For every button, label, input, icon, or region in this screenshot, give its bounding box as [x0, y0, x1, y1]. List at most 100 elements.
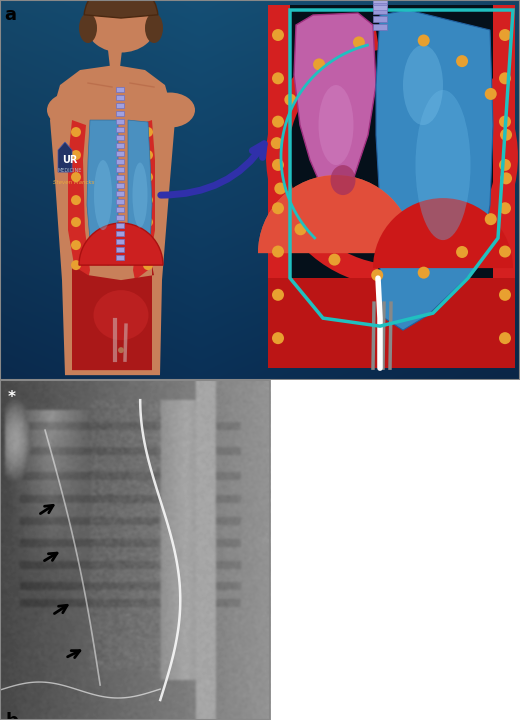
Bar — [116, 143, 124, 148]
Circle shape — [313, 58, 325, 71]
Bar — [373, 0, 387, 6]
Polygon shape — [294, 13, 376, 200]
Circle shape — [500, 129, 512, 141]
Ellipse shape — [318, 85, 354, 165]
Circle shape — [71, 217, 81, 227]
Polygon shape — [72, 265, 154, 370]
Polygon shape — [266, 28, 379, 285]
Bar — [116, 255, 124, 260]
Circle shape — [499, 289, 511, 301]
Bar — [116, 247, 124, 252]
Circle shape — [500, 172, 512, 184]
Bar — [373, 8, 387, 14]
Circle shape — [272, 72, 284, 84]
Circle shape — [71, 172, 81, 182]
Bar — [373, 5, 387, 10]
Bar — [116, 167, 124, 172]
Bar — [116, 215, 124, 220]
Circle shape — [485, 213, 497, 225]
FancyArrowPatch shape — [161, 144, 264, 195]
Ellipse shape — [79, 13, 97, 43]
Bar — [268, 278, 515, 368]
Circle shape — [143, 172, 153, 182]
Wedge shape — [258, 175, 414, 253]
Circle shape — [456, 246, 468, 258]
Ellipse shape — [145, 93, 195, 127]
Circle shape — [499, 116, 511, 127]
Circle shape — [143, 127, 153, 137]
Bar — [116, 207, 124, 212]
Bar — [373, 24, 387, 30]
Ellipse shape — [86, 0, 156, 53]
Wedge shape — [84, 0, 158, 18]
Circle shape — [71, 195, 81, 205]
Circle shape — [499, 202, 511, 215]
Wedge shape — [373, 198, 513, 268]
Circle shape — [272, 246, 284, 258]
Ellipse shape — [145, 13, 163, 43]
Text: MEDICINE: MEDICINE — [58, 168, 82, 173]
Circle shape — [143, 240, 153, 250]
Polygon shape — [376, 10, 493, 330]
Bar — [116, 95, 124, 100]
Circle shape — [71, 127, 81, 137]
Circle shape — [275, 182, 287, 194]
Circle shape — [499, 246, 511, 258]
Ellipse shape — [415, 90, 471, 240]
Circle shape — [353, 37, 365, 48]
Polygon shape — [87, 120, 118, 265]
Bar — [116, 135, 124, 140]
Bar — [116, 103, 124, 108]
Polygon shape — [50, 65, 175, 375]
Text: Steven Mancks: Steven Mancks — [53, 179, 95, 184]
Text: UR: UR — [62, 155, 77, 165]
Polygon shape — [108, 40, 130, 85]
Circle shape — [272, 289, 284, 301]
Circle shape — [329, 253, 341, 266]
Circle shape — [272, 202, 284, 215]
Circle shape — [71, 150, 81, 160]
Circle shape — [272, 332, 284, 344]
Bar — [116, 223, 124, 228]
Circle shape — [456, 55, 468, 67]
Polygon shape — [268, 5, 290, 368]
Bar — [268, 5, 515, 368]
Circle shape — [499, 159, 511, 171]
Ellipse shape — [94, 290, 149, 340]
Bar — [116, 199, 124, 204]
Polygon shape — [493, 5, 515, 368]
Ellipse shape — [331, 165, 356, 195]
Text: *: * — [8, 390, 16, 405]
Ellipse shape — [133, 163, 148, 228]
Circle shape — [271, 137, 283, 149]
Circle shape — [418, 266, 430, 279]
Circle shape — [143, 260, 153, 270]
Ellipse shape — [94, 160, 112, 230]
Circle shape — [499, 72, 511, 84]
Bar — [373, 16, 387, 22]
Text: a: a — [4, 6, 16, 24]
Polygon shape — [58, 142, 72, 172]
Ellipse shape — [403, 45, 443, 125]
Circle shape — [499, 332, 511, 344]
Polygon shape — [133, 120, 155, 280]
Text: b: b — [5, 712, 18, 720]
Circle shape — [272, 29, 284, 41]
Circle shape — [272, 116, 284, 127]
Bar — [373, 0, 387, 3]
Wedge shape — [79, 223, 163, 265]
Circle shape — [118, 347, 124, 353]
Bar — [116, 191, 124, 196]
Bar — [116, 87, 124, 92]
Circle shape — [272, 159, 284, 171]
Circle shape — [284, 94, 296, 106]
Circle shape — [143, 195, 153, 205]
Polygon shape — [68, 120, 90, 280]
Circle shape — [371, 269, 383, 281]
Bar — [116, 231, 124, 236]
Circle shape — [499, 29, 511, 41]
Circle shape — [294, 223, 306, 235]
Bar — [116, 175, 124, 180]
Polygon shape — [128, 120, 152, 265]
Bar — [116, 239, 124, 244]
